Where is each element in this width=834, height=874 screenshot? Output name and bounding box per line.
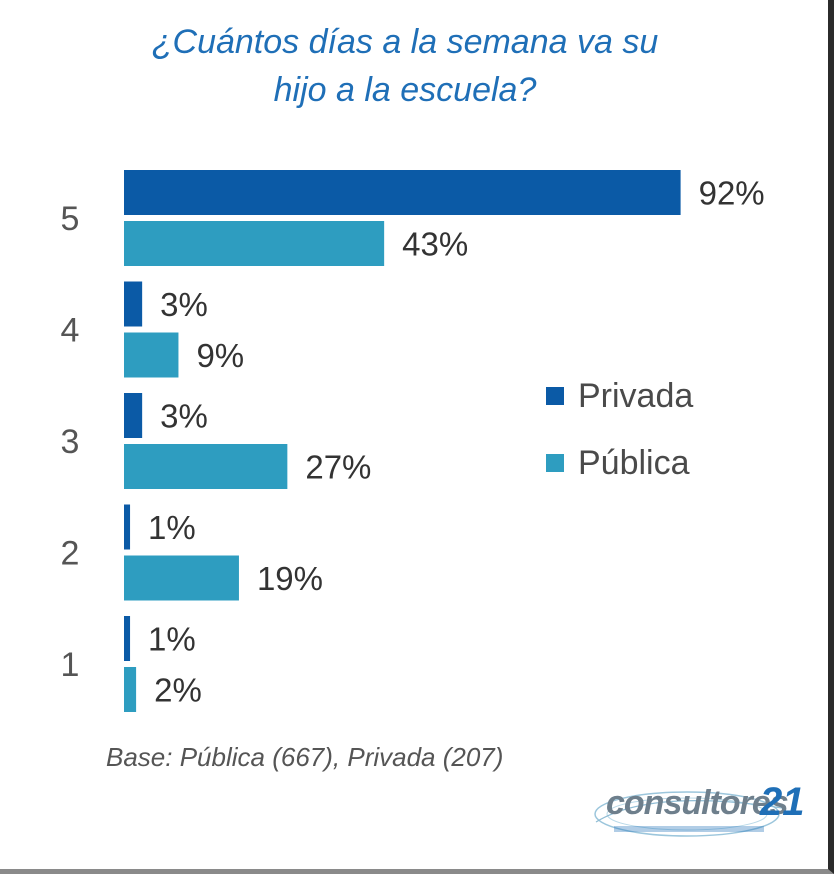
consultores21-logo: consultores 21: [592, 778, 805, 848]
logo-tagline-bar: [614, 826, 764, 832]
logo-number: 21: [760, 780, 805, 824]
bar-pública-3: [124, 444, 288, 489]
category-label-5: 5: [61, 200, 80, 238]
legend-swatch-publica: [546, 454, 564, 472]
legend-swatch-privada: [546, 387, 564, 405]
legend-item-publica: Pública: [546, 439, 693, 487]
value-label-privada-5: 92%: [699, 175, 765, 212]
category-label-1: 1: [61, 646, 80, 684]
logo-text: consultores: [606, 784, 789, 822]
value-label-privada-4: 3%: [160, 286, 208, 323]
value-label-pública-1: 2%: [154, 672, 202, 709]
legend-label-privada: Privada: [578, 376, 694, 415]
bar-privada-3: [124, 393, 143, 438]
bar-privada-4: [124, 281, 143, 327]
bar-pública-2: [124, 555, 239, 601]
legend-item-privada: Privada: [546, 372, 693, 420]
category-label-4: 4: [61, 312, 80, 350]
bar-privada-5: [124, 170, 681, 215]
bar-pública-5: [124, 221, 385, 266]
legend-label-publica: Pública: [578, 443, 690, 482]
value-label-privada-2: 1%: [148, 509, 196, 546]
value-label-pública-3: 27%: [305, 449, 371, 486]
category-label-2: 2: [61, 535, 80, 573]
logo-swoosh-icon: [594, 791, 783, 837]
bar-privada-2: [124, 504, 131, 550]
chart-title: ¿Cuántos días a la semana va su hijo a la…: [151, 23, 659, 109]
value-label-pública-2: 19%: [257, 560, 323, 597]
bar-privada-1: [124, 616, 131, 661]
value-label-pública-5: 43%: [402, 226, 468, 263]
bar-pública-4: [124, 332, 179, 378]
value-label-privada-1: 1%: [148, 621, 196, 658]
base-note: Base: Pública (667), Privada (207): [106, 742, 504, 772]
category-label-3: 3: [61, 423, 80, 461]
bar-pública-1: [124, 667, 137, 712]
value-label-privada-3: 3%: [160, 398, 208, 435]
value-label-pública-4: 9%: [196, 337, 244, 374]
legend: Privada Pública: [546, 372, 693, 506]
